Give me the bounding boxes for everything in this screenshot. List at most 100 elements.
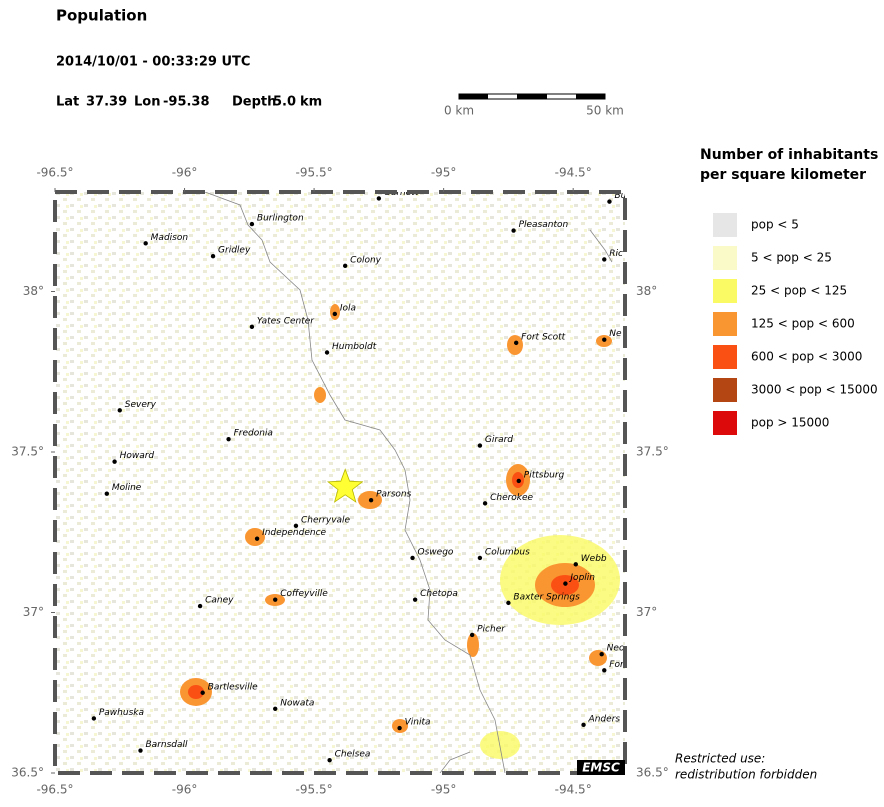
city-label: Fort Scott	[521, 332, 565, 342]
city-label: Iola	[340, 303, 356, 313]
epicenter-star	[327, 468, 364, 503]
city-label: Bartlesville	[208, 682, 258, 692]
city-label: Moline	[112, 483, 142, 493]
city-label: Oswego	[418, 547, 454, 557]
city-label: Vinita	[405, 718, 431, 728]
legend-label: pop > 15000	[751, 416, 829, 430]
city-dot	[104, 491, 110, 496]
city-label: Independence	[262, 528, 326, 538]
y-tick-label: 36.5°	[11, 766, 44, 780]
city-label: Joplin	[568, 573, 595, 583]
city-dot	[368, 497, 374, 503]
x-tick-label: -96°	[172, 166, 198, 180]
x-tick-label: -96.5°	[36, 166, 73, 180]
city-dot	[410, 555, 415, 561]
logo-box	[577, 760, 625, 775]
city-label: Barnsdall	[146, 740, 189, 750]
x-tick-label: -95°	[431, 783, 457, 797]
city-dot	[293, 523, 299, 529]
city-dot	[602, 257, 607, 262]
city-dot	[200, 690, 205, 695]
y-tick-label: 38°	[636, 284, 657, 298]
city-dot	[254, 536, 260, 541]
legend-label: 3000 < pop < 15000	[751, 383, 878, 397]
city-label: Ne	[609, 329, 622, 339]
map-layer: Garnett Burlington Madison Gridley Colony Ple…	[91, 188, 626, 763]
rivers	[204, 192, 613, 773]
city-label: Chelsea	[335, 750, 371, 760]
city-label: Caney	[205, 596, 234, 606]
city-label: Cherryvale	[301, 515, 351, 525]
city-label: For	[609, 660, 625, 670]
city-label: Garnett	[384, 188, 419, 198]
city-dot	[273, 706, 278, 712]
city-label: Cherokee	[490, 493, 533, 503]
x-tick-label: -95°	[431, 166, 457, 180]
city-dot	[273, 597, 278, 602]
city-label: Pawhuska	[99, 708, 144, 718]
y-tick-label: 38°	[23, 284, 44, 298]
city-dot	[117, 408, 122, 413]
legend-swatch	[713, 345, 737, 369]
city-label: Pleasanton	[519, 220, 569, 230]
scale-end: 50 km	[586, 104, 624, 118]
legend-swatch	[713, 411, 737, 435]
city-label: Severy	[125, 400, 157, 410]
city-label: Baxter Springs	[513, 592, 580, 602]
x-tick-label: -96.5°	[36, 783, 73, 797]
lat-label: Lat	[56, 95, 79, 110]
legend-label: pop < 5	[751, 218, 799, 232]
city-dot	[143, 241, 148, 246]
city-label: Bu	[614, 191, 626, 201]
city-dot	[477, 443, 483, 448]
city-label: Humboldt	[332, 342, 377, 352]
notice: Restricted use:	[675, 752, 765, 766]
scale-start: 0 km	[444, 104, 474, 118]
city-label: Columbus	[485, 547, 530, 557]
city-label: Girard	[485, 435, 513, 445]
city-dot	[469, 632, 475, 638]
city-dot	[91, 716, 97, 721]
city-label: Coffeyville	[280, 589, 328, 599]
legend-label: 600 < pop < 3000	[751, 350, 862, 364]
legend-label: 25 < pop < 125	[751, 284, 847, 298]
legend-swatch	[713, 312, 737, 336]
city-label: Anders	[588, 714, 621, 724]
city-dot	[249, 324, 255, 330]
city-dot	[602, 668, 607, 673]
timestamp: 2014/10/01 - 00:33:29 UTC	[56, 55, 250, 70]
y-tick-label: 37°	[636, 605, 657, 619]
city-dot	[511, 228, 516, 233]
city-dot	[327, 757, 332, 763]
y-tick-label: 36.5°	[636, 766, 669, 780]
legend-swatch	[713, 378, 737, 402]
city-label: Ric	[609, 249, 623, 259]
title: Population	[56, 7, 147, 25]
x-tick-label: -95.5°	[296, 166, 333, 180]
city-label: Howard	[120, 451, 155, 461]
legend-label: 5 < pop < 25	[751, 251, 832, 265]
city-dot	[197, 603, 203, 609]
city-label: Colony	[350, 255, 382, 265]
scale-bar	[458, 93, 606, 100]
lat-value: 37.39	[86, 95, 127, 110]
city-dot	[210, 253, 216, 259]
city-label: Burlington	[257, 214, 304, 224]
city-label: Gridley	[218, 246, 251, 256]
city-dot	[249, 221, 255, 227]
city-label: Pittsburg	[524, 470, 565, 480]
city-label: Madison	[151, 233, 189, 243]
city-label: Neo	[607, 644, 625, 654]
city-dot	[112, 459, 117, 464]
legend-swatch	[713, 246, 737, 270]
city-dot	[138, 748, 143, 753]
y-tick-label: 37°	[23, 605, 44, 619]
y-tick-label: 37.5°	[636, 445, 669, 459]
logo: EMSC	[582, 761, 620, 775]
city-dot	[573, 562, 578, 567]
city-dot	[482, 501, 488, 506]
city-dot	[324, 350, 330, 355]
city-label: Picher	[477, 624, 506, 634]
city-dot	[342, 263, 348, 269]
